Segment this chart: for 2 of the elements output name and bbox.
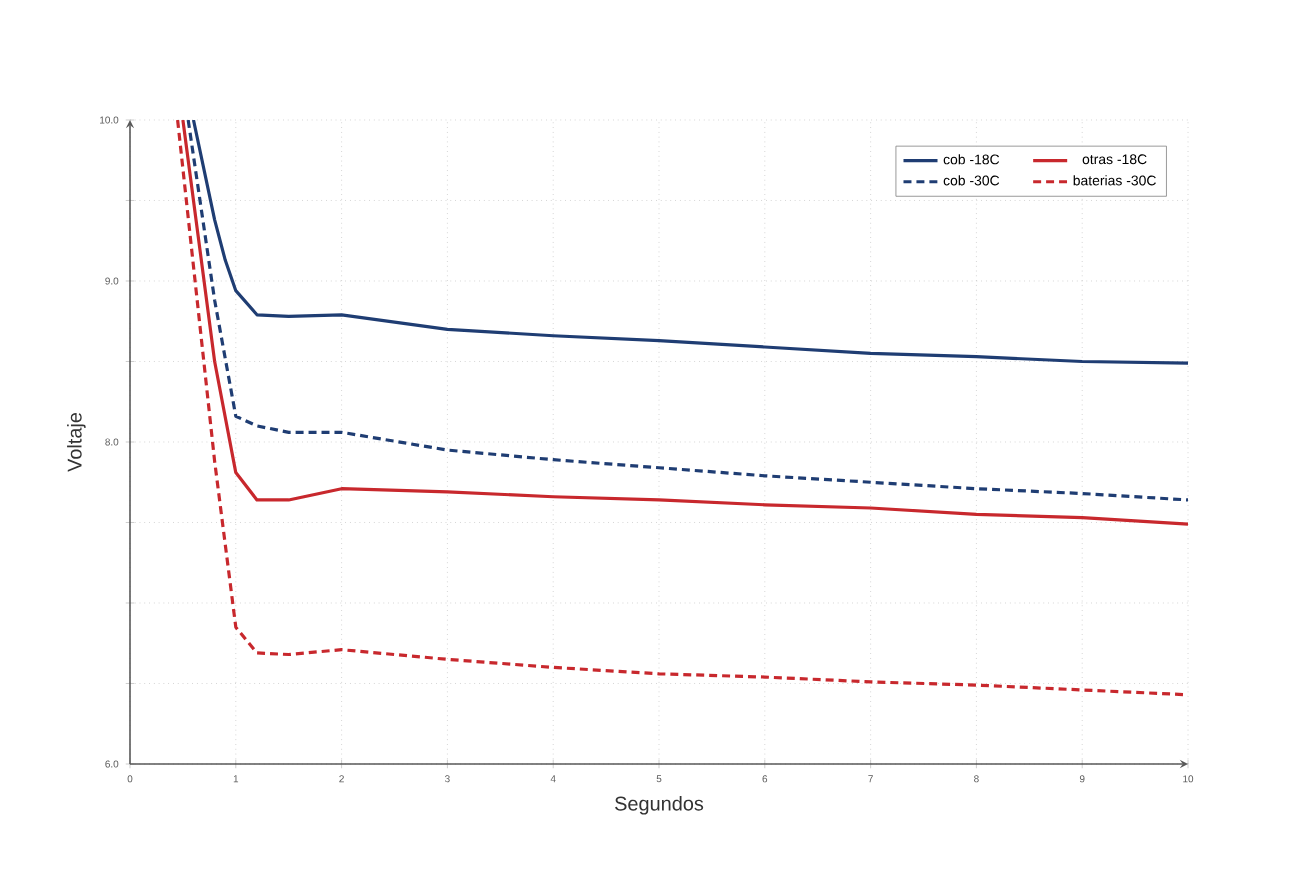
x-axis-title: Segundos	[615, 796, 704, 815]
y-axis-title: Voltaje	[67, 412, 86, 472]
